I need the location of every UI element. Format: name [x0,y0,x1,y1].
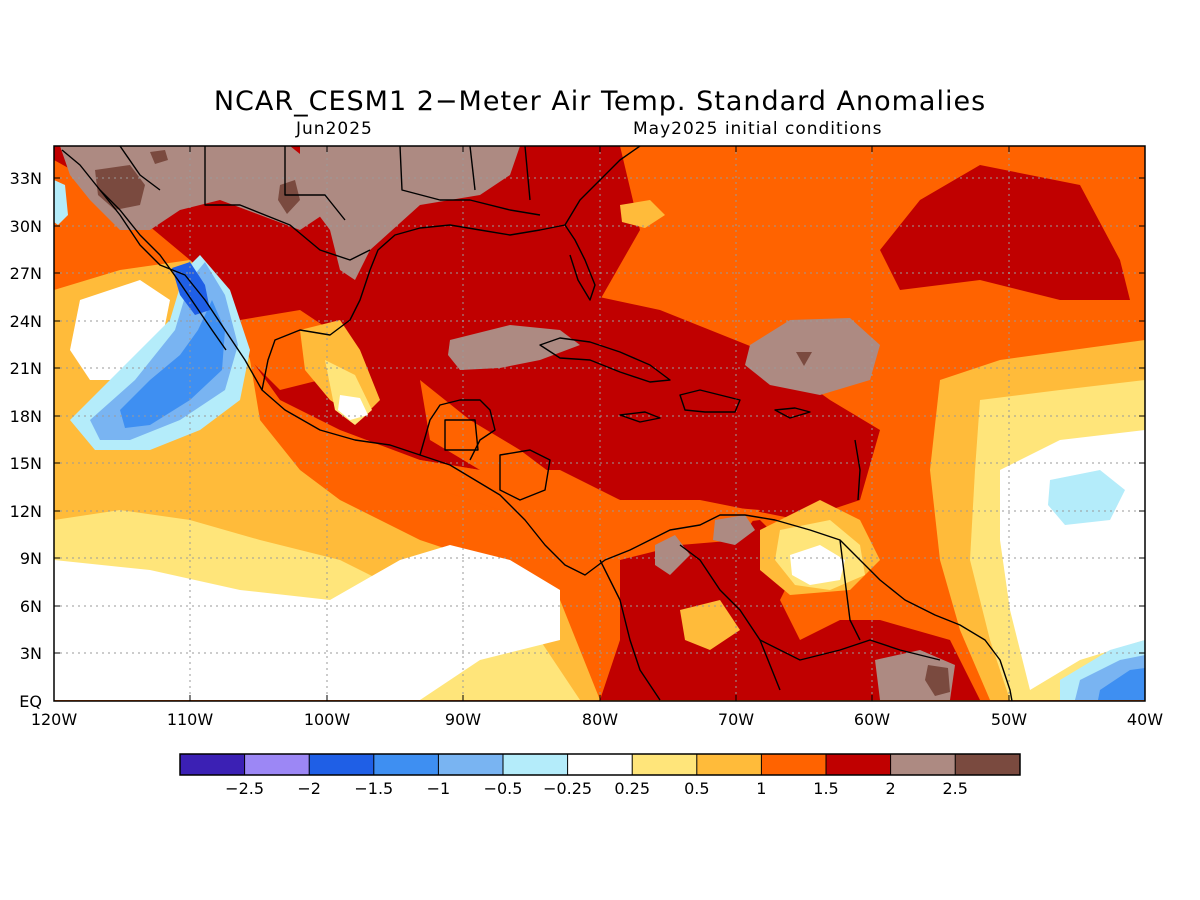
lon-label: 60W [854,710,890,729]
anomaly-region [790,545,845,585]
lat-label: 9N [20,549,42,568]
colorbar-swatch [696,754,762,775]
colorbar-swatch [955,754,1020,775]
forecast-month: Jun2025 [296,119,373,139]
colorbar-label: 2.5 [942,779,967,798]
coastlines [61,146,1013,701]
colorbar-label: 1.5 [813,779,838,798]
lon-label: 50W [991,710,1027,729]
anomaly-region [713,515,755,545]
lon-label: 100W [304,710,351,729]
anomaly-region [745,318,880,395]
map-title: NCAR_CESM1 2−Meter Air Temp. Standard An… [213,86,987,117]
anomaly-region [655,535,690,575]
colorbar-frame [179,753,1021,776]
colorbar-label: −1.5 [354,779,393,798]
colorbar-label: 2 [886,779,896,798]
latitude-axis: 33N 30N 27N 24N 21N 18N 15N 12N 9N 6N 3N… [10,169,1145,711]
colorbar-swatch [826,754,891,775]
anomaly-region [600,520,980,700]
anomaly-region [54,146,640,470]
lon-label: 120W [31,710,78,729]
lat-label: EQ [19,692,42,711]
anomaly-region [172,262,210,315]
colorbar-swatch [244,754,310,775]
lat-label: 12N [10,502,42,521]
colorbar-swatch [438,754,503,775]
lat-label: 18N [10,407,42,426]
initial-conditions: May2025 initial conditions [633,119,883,139]
lon-label: 70W [718,710,754,729]
colorbar-label: 1 [756,779,766,798]
colorbar: −2.5 −2 −1.5 −1 −0.5 −0.25 0.25 0.5 1 1.… [179,753,1021,798]
lat-label: 3N [20,644,42,663]
anomaly-region [1098,668,1145,700]
colorbar-label: 0.5 [684,779,709,798]
colorbar-label: −2.5 [225,779,264,798]
anomaly-region [54,545,560,700]
lat-label: 30N [10,217,42,236]
anomaly-region [278,180,300,214]
anomaly-region [338,395,368,420]
lon-label: 80W [582,710,618,729]
anomaly-field [54,146,1145,701]
lon-label: 90W [445,710,481,729]
lat-label: 6N [20,597,42,616]
lon-label: 40W [1127,710,1163,729]
colorbar-label: −0.5 [484,779,523,798]
lat-label: 27N [10,264,42,283]
anomaly-region [680,600,740,650]
colorbar-label: −2 [297,779,321,798]
colorbar-swatch [373,754,439,775]
lat-label: 24N [10,312,42,331]
colorbar-label: −0.25 [543,779,592,798]
colorbar-swatch [567,754,633,775]
colorbar-swatch [632,754,697,775]
colorbar-swatch [761,754,826,775]
anomaly-region [54,180,68,225]
anomaly-region [300,146,520,280]
lon-label: 110W [167,710,214,729]
colorbar-swatch [309,754,374,775]
longitude-axis: 120W 110W 100W 90W 80W 70W 60W 50W 40W [31,146,1163,729]
anomaly-region [925,665,950,696]
colorbar-swatch [180,754,245,775]
gridlines [54,146,1145,701]
anomaly-region [150,150,168,164]
colorbar-label: −1 [427,779,451,798]
anomaly-region [120,300,225,428]
anomaly-region [880,165,1130,300]
lat-label: 21N [10,359,42,378]
anomaly-region [620,200,665,228]
colorbar-swatch [503,754,568,775]
anomaly-region [796,352,812,366]
lat-label: 15N [10,454,42,473]
colorbar-swatch [890,754,956,775]
colorbar-label: 0.25 [614,779,650,798]
anomaly-region [448,325,580,370]
lat-label: 33N [10,169,42,188]
